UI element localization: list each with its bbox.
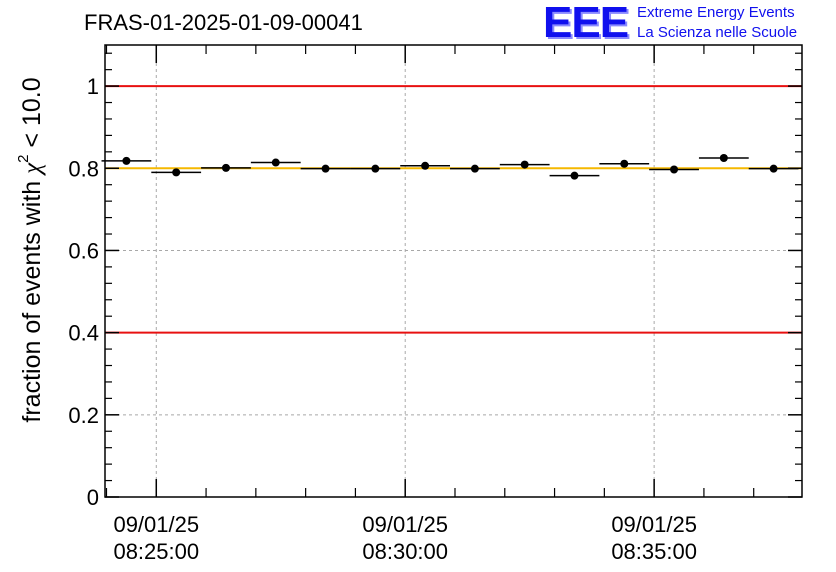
data-point (321, 164, 330, 173)
y-axis-label-prefix: fraction of events with (18, 174, 46, 423)
y-axis-label-superscript: 2 (15, 155, 32, 163)
data-point (620, 159, 629, 168)
y-tick-label: 0.4 (68, 321, 99, 346)
y-axis-label: fraction of events with χ2 < 10.0 (15, 77, 46, 422)
y-axis-label-suffix: < 10.0 (18, 77, 46, 154)
y-tick-label: 0.8 (68, 156, 99, 181)
eee-logo-mark: EEE (543, 0, 629, 47)
data-point (371, 164, 380, 173)
x-tick-label-time: 08:25:00 (113, 539, 199, 564)
data-point (719, 154, 728, 162)
data-point (221, 163, 230, 172)
axis-ticks (105, 45, 802, 498)
x-tick-label-date: 09/01/25 (611, 512, 697, 537)
plot-frame-rect (104, 44, 803, 498)
data-point (570, 171, 579, 180)
data-point (520, 160, 529, 169)
data-point (122, 156, 131, 165)
logo-text-line2: La Scienza nelle Scuole (637, 24, 798, 41)
x-tick-label-date: 09/01/25 (113, 512, 199, 537)
axis-labels: fraction of events with χ2 < 10.0 0 0.2 0.… (15, 74, 697, 564)
y-tick-label: 0 (87, 485, 99, 510)
data-point (271, 158, 280, 167)
x-tick-label-time: 08:30:00 (362, 539, 448, 564)
logo-text-line1: Extreme Energy Events (637, 4, 795, 21)
y-tick-label: 0.6 (68, 238, 99, 263)
y-tick-label: 1 (87, 74, 99, 99)
reference-lines (105, 85, 802, 334)
y-axis-label-symbol: χ (19, 162, 46, 176)
data-point (670, 165, 679, 174)
x-tick-label-date: 09/01/25 (362, 512, 448, 537)
chart-title: FRAS-01-2025-01-09-00041 (84, 10, 363, 35)
plot-frame (104, 44, 803, 498)
data-point (172, 168, 181, 177)
y-tick-label: 0.2 (68, 403, 99, 428)
x-tick-label-time: 08:35:00 (611, 539, 697, 564)
grid-lines (105, 45, 802, 497)
data-points (101, 154, 799, 180)
data-point (470, 164, 479, 173)
data-point (769, 164, 778, 173)
data-point (421, 161, 430, 170)
